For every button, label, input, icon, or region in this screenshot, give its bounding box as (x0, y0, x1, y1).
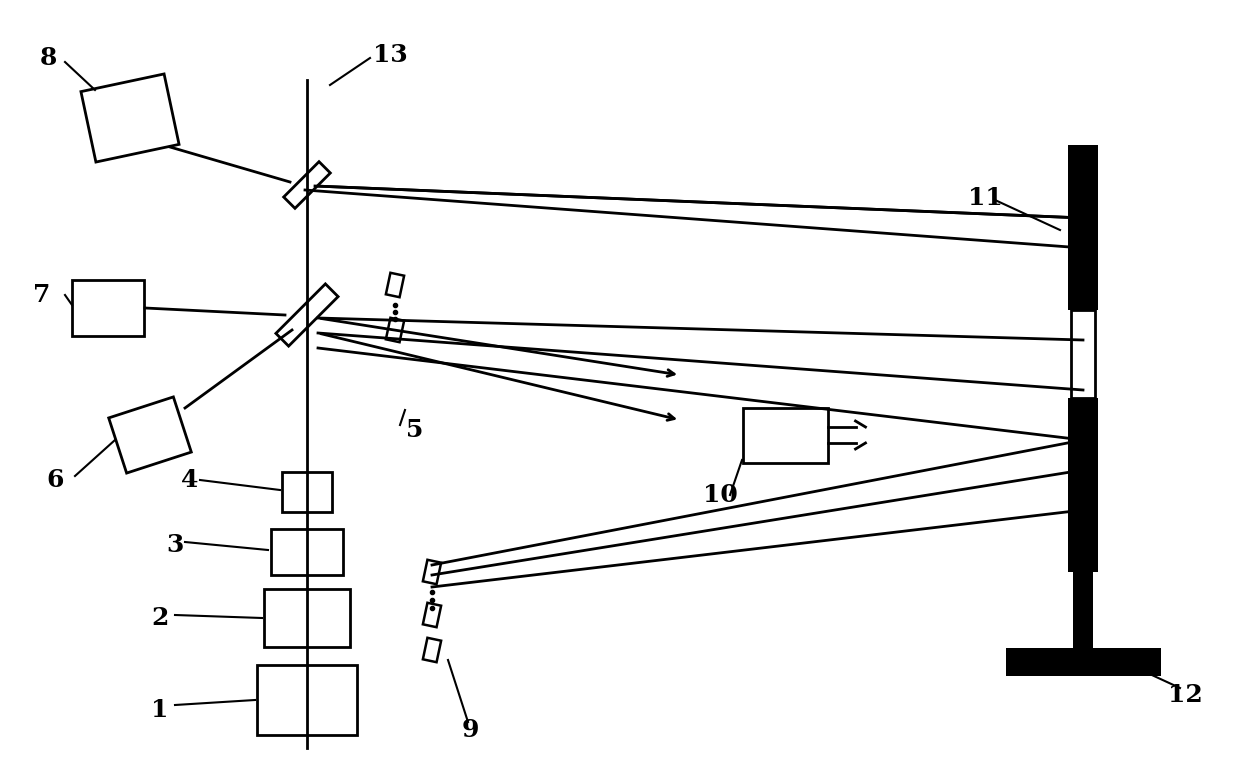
Bar (272, 529, 343, 575)
Polygon shape (275, 284, 339, 346)
Bar (1068, 398, 1097, 572)
Polygon shape (284, 162, 330, 208)
Text: 11: 11 (967, 186, 1002, 210)
Bar (1068, 145, 1097, 310)
Bar (281, 472, 332, 512)
Text: 3: 3 (166, 533, 184, 557)
Bar (1006, 648, 1161, 676)
Text: 5: 5 (407, 418, 424, 442)
Bar (743, 407, 827, 463)
Polygon shape (423, 560, 441, 584)
Text: 13: 13 (373, 43, 408, 67)
Polygon shape (386, 273, 404, 298)
Polygon shape (81, 74, 179, 162)
Text: 6: 6 (46, 468, 63, 492)
Polygon shape (109, 397, 191, 473)
Bar (1073, 572, 1092, 648)
Text: 12: 12 (1168, 683, 1203, 707)
Polygon shape (423, 603, 441, 627)
Polygon shape (386, 318, 404, 342)
Text: 7: 7 (33, 283, 51, 307)
Polygon shape (423, 638, 441, 662)
Bar (264, 589, 350, 647)
Text: 4: 4 (181, 468, 198, 492)
Text: 1: 1 (151, 698, 169, 722)
Bar (1071, 310, 1095, 398)
Bar (257, 665, 357, 735)
Bar (72, 280, 144, 336)
Text: 2: 2 (151, 606, 169, 630)
Text: 8: 8 (40, 46, 57, 70)
Text: 9: 9 (461, 718, 479, 742)
Text: 10: 10 (703, 483, 738, 507)
